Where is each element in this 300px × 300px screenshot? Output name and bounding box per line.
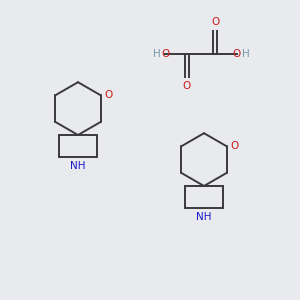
Text: O: O bbox=[183, 80, 191, 91]
Text: O: O bbox=[233, 49, 241, 59]
Text: O: O bbox=[161, 49, 169, 59]
Text: O: O bbox=[104, 90, 112, 100]
Text: NH: NH bbox=[196, 212, 212, 222]
Text: O: O bbox=[230, 141, 238, 152]
Text: H: H bbox=[242, 49, 249, 59]
Text: NH: NH bbox=[70, 160, 86, 171]
Text: H: H bbox=[153, 49, 160, 59]
Text: O: O bbox=[211, 17, 219, 28]
